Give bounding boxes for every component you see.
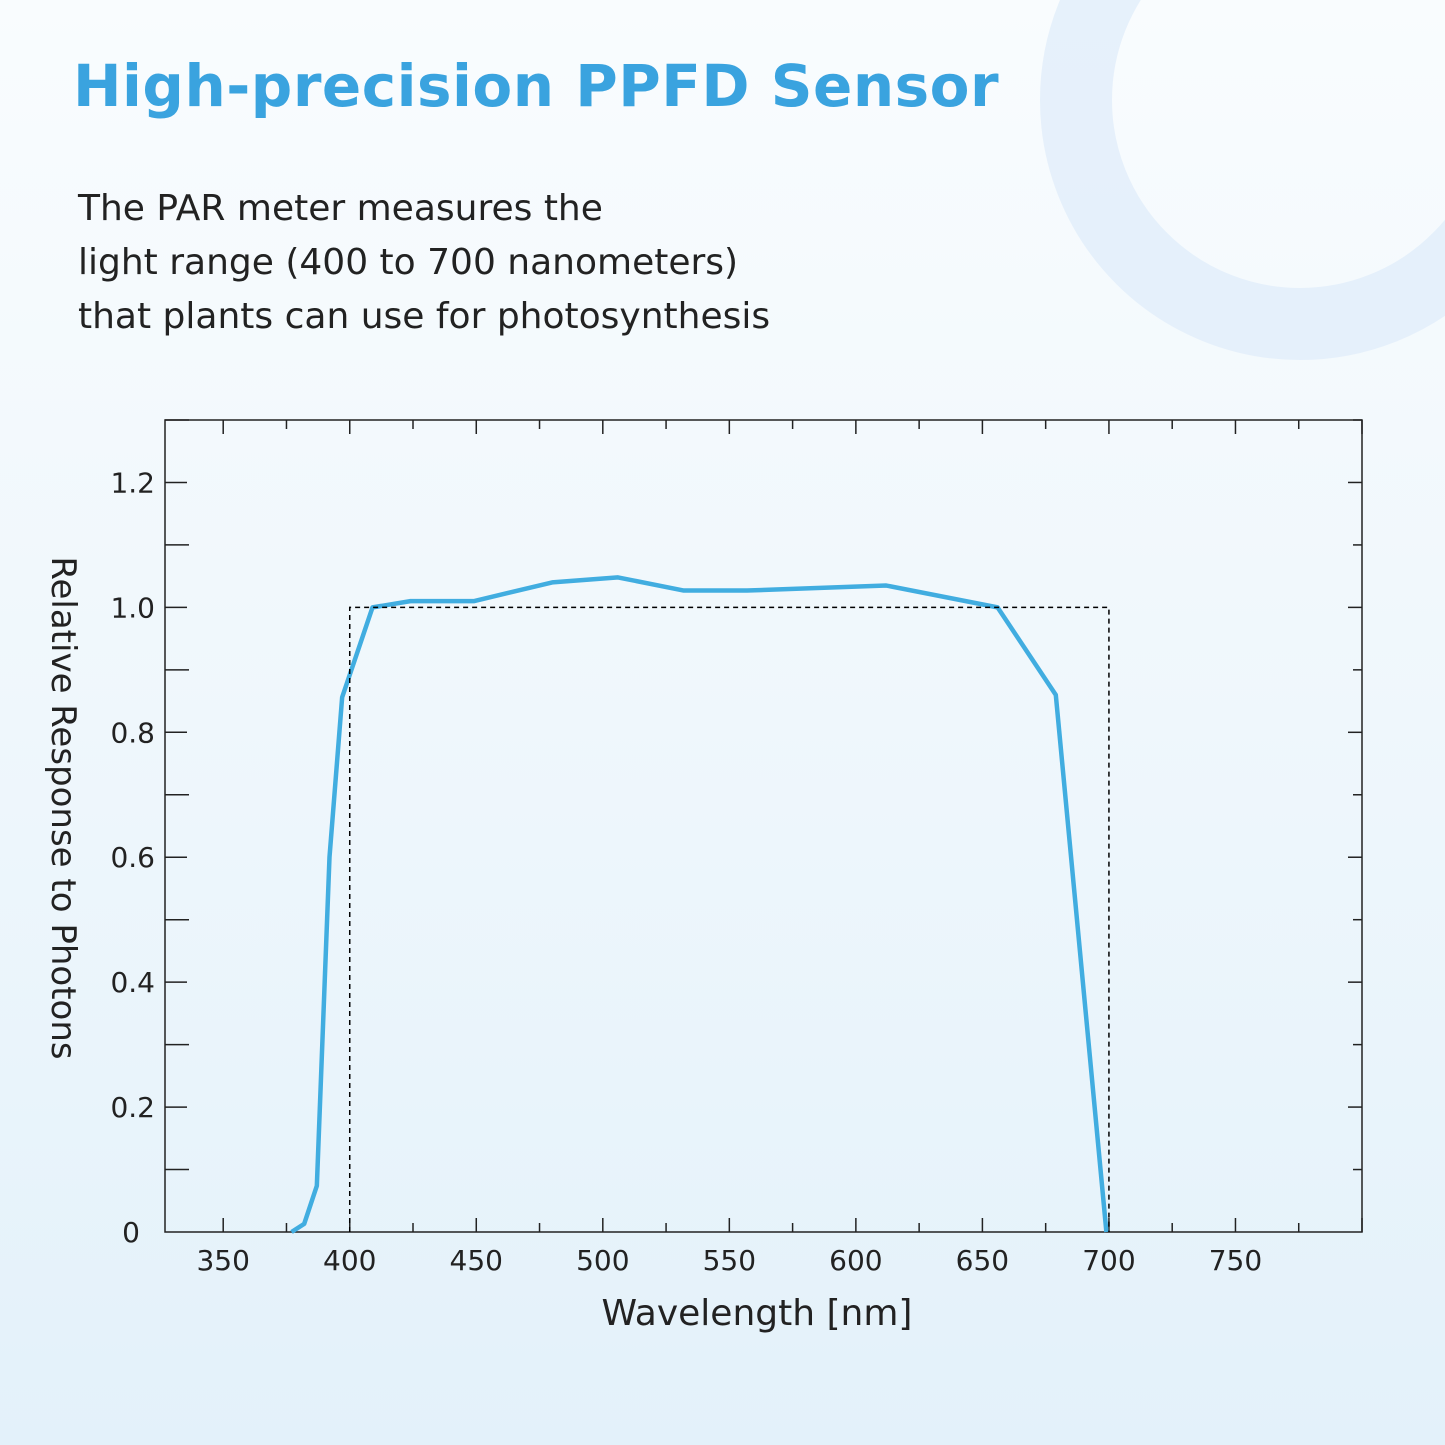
y-tick-label: 0.4: [110, 966, 155, 999]
decorative-ring: [1040, 0, 1445, 360]
x-tick-label: 700: [1082, 1244, 1135, 1277]
x-tick-label: 750: [1209, 1244, 1262, 1277]
y-tick-label: 0.6: [110, 841, 155, 874]
x-tick-label: 400: [323, 1244, 376, 1277]
subtitle: The PAR meter measures the light range (…: [78, 182, 770, 344]
page-title: High-precision PPFD Sensor: [73, 52, 1000, 120]
x-tick-label: 550: [703, 1244, 756, 1277]
x-tick-label: 450: [450, 1244, 503, 1277]
y-axis-label: Relative Response to Photons: [43, 556, 83, 1059]
x-tick-label: 650: [956, 1244, 1009, 1277]
y-tick-label: 0: [122, 1216, 140, 1249]
reference-par-range-line: [348, 606, 1110, 1232]
x-tick-label: 600: [829, 1244, 882, 1277]
x-axis-label: Wavelength [nm]: [602, 1293, 913, 1334]
y-tick-label: 1.2: [110, 466, 155, 499]
y-tick-label: 0.2: [110, 1091, 155, 1124]
y-tick-label: 0.8: [110, 716, 155, 749]
y-tick-label: 1.0: [110, 591, 155, 624]
x-tick-label: 350: [196, 1244, 249, 1277]
subtitle-line: that plants can use for photosynthesis: [78, 296, 771, 337]
subtitle-line: light range (400 to 700 nanometers): [78, 242, 739, 283]
x-tick-label: 500: [576, 1244, 629, 1277]
response-curve: [290, 575, 1109, 1234]
subtitle-line: The PAR meter measures the: [78, 188, 603, 229]
plot-frame: [164, 419, 1363, 1233]
